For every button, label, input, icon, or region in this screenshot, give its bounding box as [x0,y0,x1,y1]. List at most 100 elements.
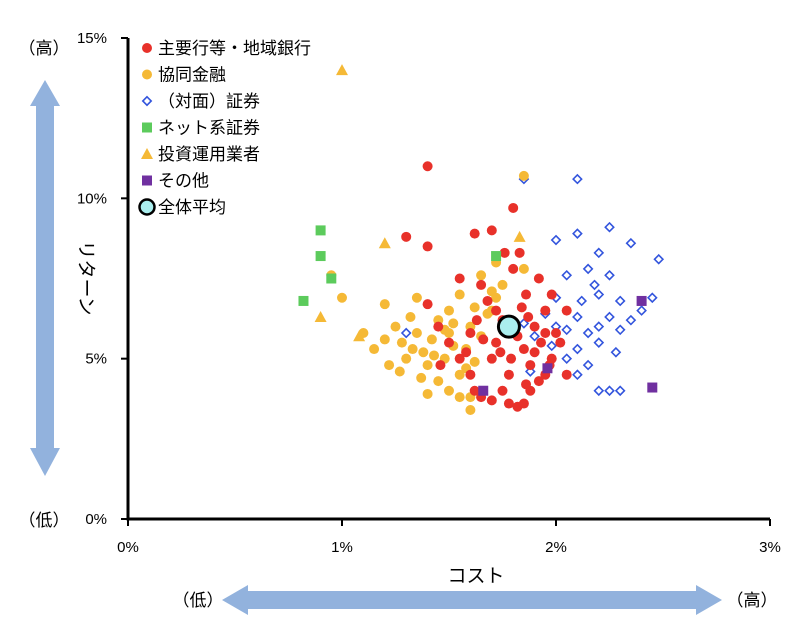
data-point-diamond [572,228,583,239]
data-point-circle [529,347,540,358]
data-point-circle [469,385,480,396]
data-point-circle [379,334,390,345]
data-point-circle [411,292,422,303]
data-point-circle [422,299,433,310]
data-point-circle [454,289,465,300]
data-point-square [542,363,553,374]
data-point-circle [518,263,529,274]
data-point-circle [482,295,493,306]
data-point-circle [426,334,437,345]
data-point-circle [405,311,416,322]
data-point-circle [444,385,454,396]
data-point-diamond [646,292,658,304]
legend-marker [142,122,152,133]
legend-label: （対面）証券 [158,92,260,112]
data-point-circle [433,376,444,387]
tick-labels: 0% 1% 2% 3% 0% 5% 10% 15% （高） （低） （低） （高） [19,30,781,611]
data-point-circle [401,231,412,242]
data-point-square [478,385,489,396]
data-point-circle [444,305,454,316]
axis-titles: コスト リターン [75,240,505,587]
data-point-diamond [572,173,583,185]
data-point-circle [491,305,502,316]
data-point-square [647,382,658,393]
data-point-circle [407,344,418,355]
data-point-diamond [614,385,626,397]
data-point-circle [521,379,532,390]
data-point-circle [465,369,476,380]
data-point-circle [461,347,472,358]
data-point-square [315,251,326,262]
y-arrow-down-head [30,448,60,476]
data-point-circle [555,337,566,348]
data-point-circle [533,376,544,387]
data-point-circle [508,263,519,274]
data-point-circle [396,337,407,348]
data-point-circle [469,228,480,239]
data-point-diamond [561,269,573,281]
data-point-circle [518,398,529,409]
data-point-circle [478,334,489,345]
data-point-diamond [582,327,594,339]
y-tick-label: 10% [77,190,107,207]
x-high-label: （高） [727,591,778,611]
data-point-circle [518,170,529,181]
data-point-circle [454,273,465,284]
data-point-triangle [353,330,366,342]
data-point-circle [401,353,412,364]
data-point-circle [476,279,487,290]
legend-marker [142,175,152,186]
y-tick-label: 5% [85,351,107,368]
data-point-diamond [604,221,615,233]
legend-marker [141,95,153,107]
y-low-label: （低） [19,511,70,531]
data-point-circle [516,302,527,313]
data-point-circle [499,247,510,258]
y-axis-title: リターン [75,240,97,315]
y-tick-label: 15% [77,30,107,47]
data-point-diamond [550,234,562,246]
data-point-triangle [378,237,391,249]
data-point-circle [561,369,572,380]
data-point-circle [495,347,506,358]
data-point-circle [503,369,514,380]
data-point-diamond [625,237,637,249]
data-point-square [491,251,502,262]
data-point-circle [476,270,487,281]
data-point-circle [486,353,497,364]
data-point-diamond [572,369,583,381]
data-point-circle [422,161,433,172]
data-point-diamond [636,305,647,316]
data-point-diamond [653,253,665,265]
data-point-diamond [561,324,573,336]
data-point-circle [384,360,395,371]
data-point-circle [491,337,502,348]
data-point-diamond [546,340,558,352]
data-point-circle [508,202,519,213]
data-point-diamond [529,330,540,342]
direction-arrows [30,80,722,615]
data-point-circle [429,350,440,361]
data-point-diamond [604,269,615,281]
data-point-circle [422,360,433,371]
data-point-circle [503,398,514,409]
x-tick-label: 1% [331,539,353,556]
data-point-circle [491,292,502,303]
x-low-label: （低） [173,591,224,611]
data-point-circle [497,279,508,290]
data-point-diamond [614,295,626,307]
legend-label: 主要行等・地域銀行 [158,39,311,59]
data-point-diamond [625,314,637,326]
data-point-circle [506,353,517,364]
data-point-diamond [572,343,583,355]
data-point-circle [518,344,529,355]
y-high-label: （高） [19,39,70,59]
data-point-diamond [582,359,594,371]
data-point-circle [471,315,482,326]
y-arrow-up-head [30,80,60,106]
x-tick-label: 2% [545,539,567,556]
data-point-square [298,295,309,306]
legend-label: その他 [158,172,209,192]
data-point-circle [379,299,390,310]
